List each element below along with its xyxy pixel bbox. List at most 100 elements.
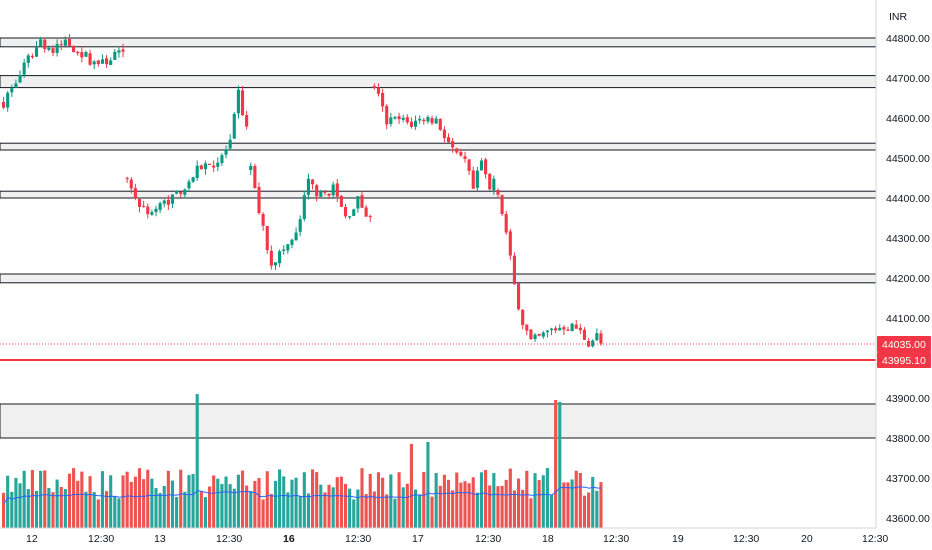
candle-body [63, 39, 67, 46]
candle-body [166, 199, 170, 205]
volume-bar [484, 469, 488, 528]
volume-bar [154, 488, 158, 528]
candle-body [240, 90, 245, 116]
candle-body [591, 340, 595, 347]
time-axis[interactable]: 12 12:30 13 12:30 16 12:30 17 12:30 18 12:30 19 12:… [0, 527, 888, 545]
volume-bar [282, 476, 286, 528]
candle-body [59, 44, 63, 46]
volume-bar [467, 483, 471, 528]
price-lines: 44035.00 43995.10 [0, 336, 931, 368]
candle-body [545, 330, 549, 333]
zone-box [0, 273, 877, 284]
volume-bar [537, 480, 541, 528]
time-tick-label: 19 [672, 533, 684, 545]
volume-bar [434, 473, 438, 528]
volume-bar [146, 469, 150, 528]
volume-bar [599, 482, 603, 528]
volume-bar [187, 475, 191, 528]
time-tick-label: 17 [412, 533, 424, 545]
candle-body [88, 53, 92, 65]
candle-body [282, 249, 286, 251]
candle-body [6, 92, 10, 108]
candle-body [492, 178, 496, 191]
volume-bar [261, 499, 265, 528]
volume-bar [121, 475, 125, 528]
volume-bar [290, 479, 294, 528]
volume-bar [578, 473, 582, 528]
candle-body [142, 205, 146, 207]
volume-bar [418, 494, 422, 528]
volume-bar [529, 498, 533, 528]
candle-body [335, 183, 339, 197]
volume-bar [422, 471, 426, 528]
candle-body [541, 332, 545, 337]
candle-body [76, 51, 80, 54]
volume-bar [269, 493, 273, 528]
candle-body [517, 283, 521, 310]
candle-body [269, 250, 273, 266]
candle-body [504, 214, 508, 233]
volume-bar [63, 489, 67, 528]
candle-body [368, 216, 372, 218]
volume-bar [311, 469, 315, 528]
candle-body [224, 149, 228, 155]
candle-body [265, 226, 269, 251]
price-tick-label: 43900.00 [886, 393, 930, 405]
volume-bar [55, 479, 59, 528]
time-tick-label: 12:30 [733, 533, 759, 545]
candle-body [18, 75, 22, 83]
candle-body [360, 195, 364, 208]
time-tick-label: 13 [154, 533, 166, 545]
volume-bar [30, 469, 34, 528]
price-axis[interactable]: 44800.00 44700.00 44600.00 44500.00 44400.00… [875, 0, 930, 528]
candle-body [208, 163, 212, 165]
volume-bar [100, 471, 104, 528]
candle-body [43, 39, 47, 49]
candle-body [195, 165, 199, 178]
volume-bar [240, 470, 245, 528]
price-tag [877, 336, 931, 352]
candle-body [228, 139, 232, 149]
volume-bar [591, 476, 595, 528]
volume-bar [430, 496, 434, 528]
volume-bar [6, 475, 10, 528]
volume-bar [545, 468, 549, 528]
volume-bar [376, 472, 381, 528]
candle-body [220, 155, 224, 164]
candle-body [533, 334, 537, 340]
volume-bar [389, 474, 393, 528]
price-tag-label: 44035.00 [882, 339, 926, 351]
time-tick-label: 12:30 [475, 533, 501, 545]
candlestick-series [2, 34, 603, 348]
volume-bar [570, 479, 574, 528]
candle-body [290, 239, 294, 245]
volume-moving-average [3, 486, 602, 504]
candle-body [521, 309, 525, 326]
volume-bar [170, 480, 175, 528]
candle-body [451, 141, 455, 148]
candle-body [385, 105, 389, 125]
volume-bar [566, 482, 570, 528]
candle-body [508, 231, 512, 256]
candle-body [455, 148, 459, 153]
candle-body [67, 38, 72, 46]
candle-body [55, 44, 59, 53]
time-tick-label: 20 [801, 533, 813, 545]
candle-body [203, 163, 207, 170]
candle-body [26, 55, 30, 63]
candle-body [549, 328, 554, 331]
volume-bar [385, 494, 389, 528]
candle-body [170, 194, 175, 204]
candle-body [467, 159, 471, 171]
volume-bar [451, 490, 455, 528]
volume-bar [360, 468, 364, 528]
candle-body [14, 83, 18, 88]
candle-body [294, 232, 298, 241]
volume-bar [508, 468, 512, 528]
volume-bar [488, 485, 492, 528]
volume-bar [587, 492, 591, 528]
candle-body [51, 48, 55, 53]
candle-body [348, 216, 352, 218]
volume-bar [117, 498, 121, 528]
